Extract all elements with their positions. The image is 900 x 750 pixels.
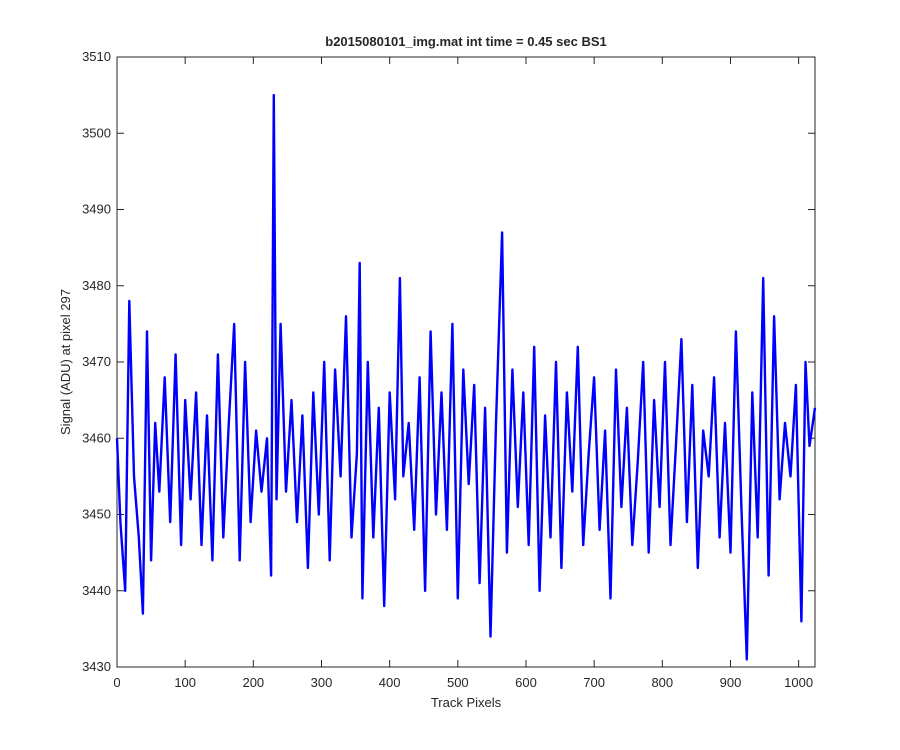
y-tick-label: 3490 (82, 202, 111, 217)
x-tick-label: 800 (651, 675, 673, 690)
y-tick-label: 3440 (82, 583, 111, 598)
series-line (115, 93, 817, 661)
x-axis-label: Track Pixels (431, 695, 502, 710)
y-tick-label: 3500 (82, 125, 111, 140)
y-tick-label: 3430 (82, 659, 111, 674)
x-tick-label: 0 (113, 675, 120, 690)
x-tick-label: 700 (583, 675, 605, 690)
y-tick-label: 3450 (82, 507, 111, 522)
x-tick-label: 500 (447, 675, 469, 690)
series-layer (115, 93, 817, 661)
y-tick-label: 3480 (82, 278, 111, 293)
y-tick-label: 3470 (82, 354, 111, 369)
x-tick-label: 1000 (784, 675, 813, 690)
x-tick-label: 100 (174, 675, 196, 690)
x-tick-label: 400 (379, 675, 401, 690)
ticks-layer: 0 100 200 300 400 500 600 700 800 900 1000 3430 3440… (82, 49, 815, 690)
x-tick-label: 300 (311, 675, 333, 690)
y-tick-label: 3460 (82, 430, 111, 445)
x-tick-label: 200 (242, 675, 264, 690)
chart-title: b2015080101_img.mat int time = 0.45 sec … (325, 34, 606, 49)
x-tick-label: 900 (720, 675, 742, 690)
y-axis-label: Signal (ADU) at pixel 297 (58, 289, 73, 435)
y-tick-label: 3510 (82, 49, 111, 64)
x-tick-label: 600 (515, 675, 537, 690)
